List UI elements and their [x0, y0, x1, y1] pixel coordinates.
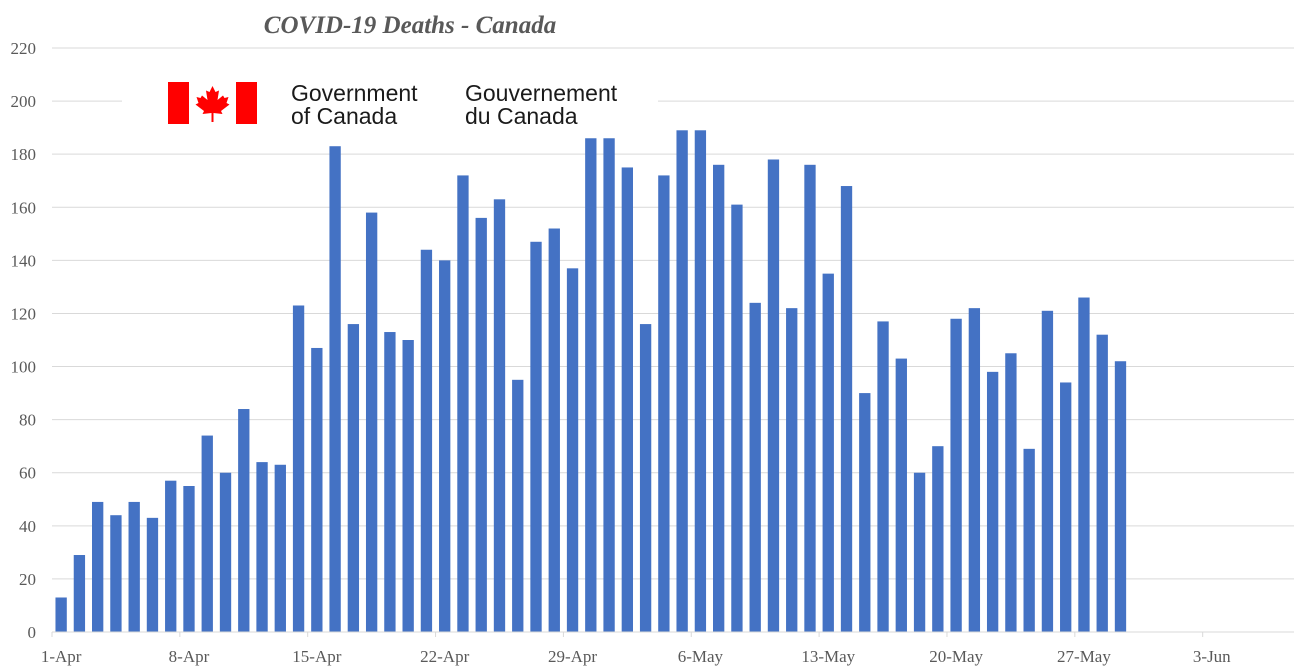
bar — [548, 228, 560, 632]
bar — [585, 138, 597, 632]
bar — [1005, 353, 1017, 632]
bar — [1114, 361, 1127, 632]
bar — [256, 462, 268, 632]
bar — [877, 321, 889, 632]
bar — [968, 308, 981, 632]
bar — [1023, 448, 1035, 632]
bar — [110, 515, 122, 632]
bar — [457, 175, 469, 632]
bar — [986, 371, 999, 632]
bar — [804, 164, 816, 633]
bar — [658, 175, 670, 632]
bar — [731, 204, 743, 633]
bar — [73, 555, 86, 632]
bar — [895, 358, 907, 632]
bar — [932, 446, 944, 632]
bar — [274, 464, 286, 632]
bar — [859, 393, 871, 632]
logo-fr-line2: du Canada — [465, 103, 578, 129]
y-axis: 0 20 40 60 80 100 120 140 160 180 200 220 — [11, 39, 37, 642]
x-tick-label: 20-May — [929, 647, 983, 666]
bar — [767, 159, 780, 632]
y-tick-label: 140 — [11, 251, 37, 270]
bar — [913, 472, 926, 632]
y-tick-label: 60 — [19, 464, 36, 483]
x-tick-label: 22-Apr — [420, 647, 469, 666]
bar — [493, 199, 506, 633]
y-tick-label: 120 — [11, 304, 37, 323]
bar — [475, 217, 487, 632]
bar — [676, 130, 688, 633]
bar — [146, 517, 159, 632]
x-tick-label: 15-Apr — [292, 647, 341, 666]
bar — [347, 324, 360, 632]
y-tick-label: 40 — [19, 517, 36, 536]
bar — [183, 486, 195, 632]
bar — [950, 318, 962, 632]
bar — [384, 332, 396, 632]
bar-series — [55, 130, 1127, 633]
bar — [365, 212, 378, 632]
bar — [1078, 297, 1090, 632]
bar — [512, 379, 524, 632]
logo-en-line2: of Canada — [291, 103, 397, 129]
bar — [55, 597, 67, 632]
y-tick-label: 80 — [19, 411, 36, 430]
y-tick-label: 100 — [11, 358, 37, 377]
bar — [712, 164, 725, 633]
y-tick-label: 160 — [11, 198, 37, 217]
y-tick-label: 200 — [11, 92, 37, 111]
y-tick-label: 220 — [11, 39, 37, 58]
x-tick-label: 3-Jun — [1193, 647, 1231, 666]
flag-right-band — [236, 82, 257, 124]
maple-leaf-icon — [195, 86, 230, 122]
x-tick-label: 27-May — [1057, 647, 1111, 666]
bar — [1041, 310, 1054, 632]
bar — [822, 273, 834, 632]
x-axis: 1-Apr 8-Apr 15-Apr 22-Apr 29-Apr 6-May 13-May 2… — [41, 631, 1294, 666]
bar — [201, 435, 213, 632]
bar — [530, 241, 542, 633]
bar — [603, 138, 615, 632]
x-tick-label: 29-Apr — [548, 647, 597, 666]
x-tick-label: 13-May — [801, 647, 855, 666]
bar — [1096, 334, 1108, 632]
bar — [566, 268, 579, 632]
bar — [621, 167, 634, 633]
chart-title: COVID-19 Deaths - Canada — [264, 12, 556, 39]
bar — [238, 409, 250, 632]
bar — [292, 305, 305, 632]
y-tick-label: 180 — [11, 145, 37, 164]
bar — [1060, 382, 1072, 632]
logo-fr-line1: Gouvernement — [465, 80, 618, 106]
bar — [786, 308, 798, 632]
y-tick-label: 20 — [19, 570, 36, 589]
flag-left-band — [168, 82, 189, 124]
y-tick-label: 0 — [28, 623, 37, 642]
bar — [165, 480, 177, 632]
bar — [694, 130, 707, 633]
x-tick-label: 1-Apr — [41, 647, 82, 666]
bar — [128, 501, 140, 632]
bar — [219, 472, 232, 632]
bar — [639, 324, 652, 632]
bar — [91, 501, 104, 632]
bar — [402, 340, 414, 632]
x-tick-label: 8-Apr — [169, 647, 210, 666]
bar — [749, 302, 761, 632]
bar — [329, 146, 341, 632]
bar — [311, 347, 323, 632]
bar — [439, 260, 451, 632]
x-tick-label: 6-May — [678, 647, 724, 666]
canada-flag-icon — [168, 82, 257, 124]
logo-en-line1: Government — [291, 80, 418, 106]
bar — [420, 249, 433, 632]
bar — [840, 186, 853, 632]
government-of-canada-logo: Government of Canada Gouvernement du Can… — [122, 72, 658, 134]
